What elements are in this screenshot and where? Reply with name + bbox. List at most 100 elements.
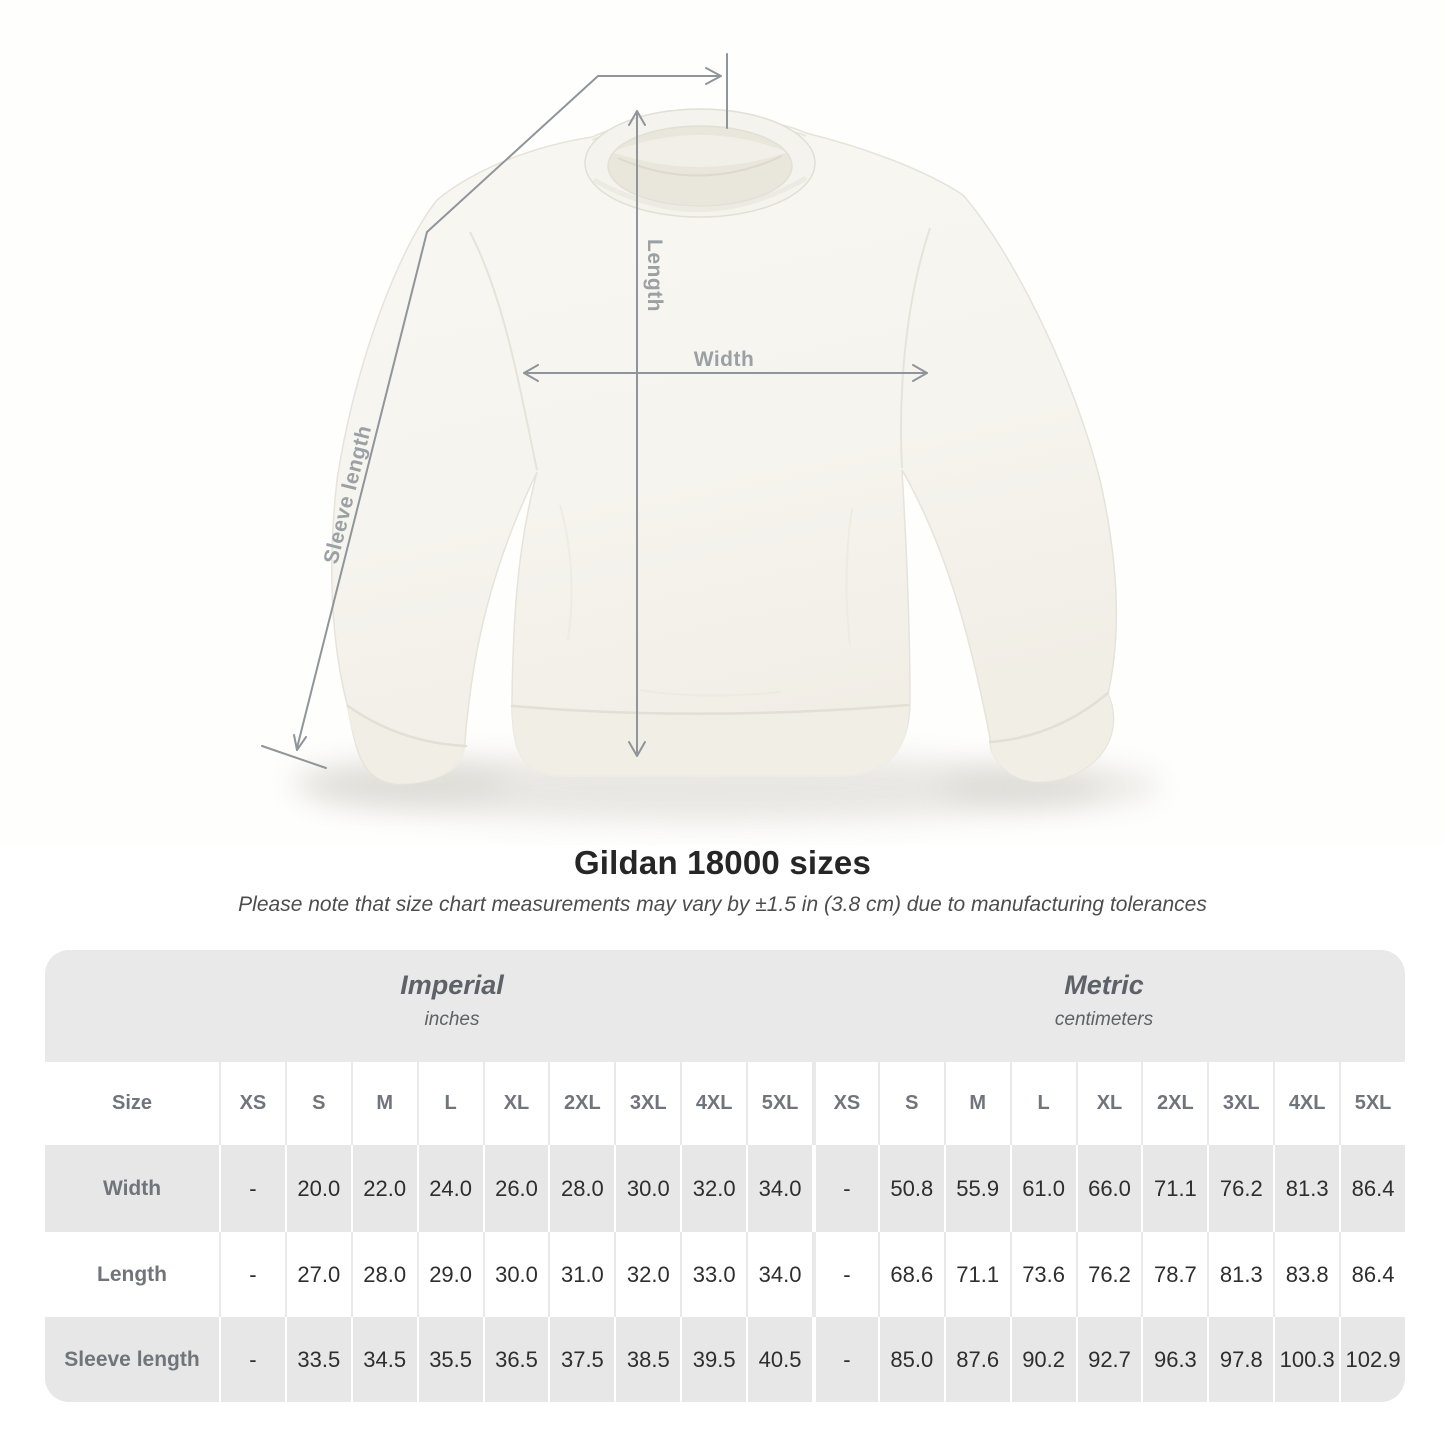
size-header-imperial-4xl: 4XL bbox=[680, 1062, 747, 1145]
length-arrowhead-bottom bbox=[628, 741, 646, 757]
metric-value: 81.3 bbox=[1207, 1232, 1274, 1317]
table-row-width: Width -20.0 22.0 24.0 26.0 28.0 30.0 32.0 34.0-5… bbox=[45, 1145, 1405, 1232]
measurement-annotations bbox=[261, 53, 928, 769]
size-header-imperial-s: S bbox=[284, 1062, 351, 1145]
metric-value: 87.6 bbox=[943, 1317, 1010, 1402]
metric-value: 102.9 bbox=[1339, 1317, 1405, 1402]
metric-value: 55.9 bbox=[943, 1145, 1010, 1232]
imperial-value: 30.0 bbox=[614, 1145, 681, 1232]
imperial-value: - bbox=[219, 1145, 285, 1232]
row-label: Width bbox=[45, 1145, 219, 1232]
metric-value: 85.0 bbox=[877, 1317, 944, 1402]
fabric-folds bbox=[559, 504, 853, 697]
ribbed-bands bbox=[346, 691, 1114, 785]
sweatshirt-illustration bbox=[331, 108, 1118, 785]
metric-value: 92.7 bbox=[1075, 1317, 1142, 1402]
imperial-value: 32.0 bbox=[680, 1145, 747, 1232]
size-chart-table: Imperial inches Metric centimeters Size X… bbox=[45, 950, 1405, 1402]
metric-value: 61.0 bbox=[1009, 1145, 1076, 1232]
size-header-imperial-m: M bbox=[350, 1062, 417, 1145]
imperial-value: 34.0 bbox=[746, 1145, 812, 1232]
metric-value: - bbox=[811, 1317, 878, 1402]
imperial-title: Imperial bbox=[400, 970, 504, 1000]
imperial-value: 33.5 bbox=[284, 1317, 351, 1402]
row-label: Length bbox=[45, 1232, 219, 1317]
metric-value: 66.0 bbox=[1075, 1145, 1142, 1232]
imperial-value: 35.5 bbox=[416, 1317, 483, 1402]
size-header-imperial-5xl: 5XL bbox=[746, 1062, 812, 1145]
table-body: Width -20.0 22.0 24.0 26.0 28.0 30.0 32.0 34.0-5… bbox=[45, 1145, 1405, 1402]
size-header-imperial-xl: XL bbox=[482, 1062, 549, 1145]
imperial-value: 32.0 bbox=[614, 1232, 681, 1317]
size-header-imperial-2xl: 2XL bbox=[548, 1062, 615, 1145]
sleeve-arrowhead bbox=[293, 734, 307, 751]
metric-value: 76.2 bbox=[1207, 1145, 1274, 1232]
imperial-value: 24.0 bbox=[416, 1145, 483, 1232]
size-header-metric-xl: XL bbox=[1075, 1062, 1142, 1145]
shoulder-leader-line bbox=[426, 75, 719, 233]
imperial-value: - bbox=[219, 1317, 285, 1402]
imperial-value: 38.5 bbox=[614, 1317, 681, 1402]
metric-value: 68.6 bbox=[877, 1232, 944, 1317]
width-arrowhead-left bbox=[523, 364, 539, 382]
imperial-value: 39.5 bbox=[680, 1317, 747, 1402]
sweatshirt-body bbox=[331, 116, 1118, 785]
size-header-metric-2xl: 2XL bbox=[1141, 1062, 1208, 1145]
metric-value: 73.6 bbox=[1009, 1232, 1076, 1317]
sweatshirt-measurement-diagram: Length Width Sleeve length bbox=[261, 53, 1160, 822]
imperial-value: 30.0 bbox=[482, 1232, 549, 1317]
imperial-value: 33.0 bbox=[680, 1232, 747, 1317]
size-header-imperial-3xl: 3XL bbox=[614, 1062, 681, 1145]
imperial-value: 26.0 bbox=[482, 1145, 549, 1232]
size-header-row: Size XS S M L XL 2XL 3XL 4XL 5XL XS S M L XL 2XL 3XL 4XL 5… bbox=[45, 1062, 1405, 1145]
metric-value: - bbox=[811, 1145, 878, 1232]
size-column-header: Size bbox=[45, 1062, 219, 1145]
size-header-metric-5xl: 5XL bbox=[1339, 1062, 1405, 1145]
imperial-value: 28.0 bbox=[350, 1232, 417, 1317]
sleeve-length-arrow bbox=[296, 231, 428, 749]
tolerance-note: Please note that size chart measurements… bbox=[238, 893, 1207, 916]
row-label: Sleeve length bbox=[45, 1317, 219, 1402]
imperial-value: 40.5 bbox=[746, 1317, 812, 1402]
size-header-metric-xs: XS bbox=[811, 1062, 878, 1145]
metric-value: 81.3 bbox=[1273, 1145, 1340, 1232]
imperial-value: 31.0 bbox=[548, 1232, 615, 1317]
size-header-metric-4xl: 4XL bbox=[1273, 1062, 1340, 1145]
metric-title: Metric bbox=[1064, 970, 1144, 1000]
imperial-value: - bbox=[219, 1232, 285, 1317]
metric-value: 76.2 bbox=[1075, 1232, 1142, 1317]
length-arrowhead-top bbox=[628, 110, 646, 126]
imperial-value: 37.5 bbox=[548, 1317, 615, 1402]
units-header-band: Imperial inches Metric centimeters bbox=[45, 950, 1405, 1062]
imperial-value: 29.0 bbox=[416, 1232, 483, 1317]
size-header-imperial-xs: XS bbox=[219, 1062, 285, 1145]
metric-value: 71.1 bbox=[943, 1232, 1010, 1317]
imperial-value: 34.5 bbox=[350, 1317, 417, 1402]
metric-section-header: Metric centimeters bbox=[1055, 970, 1153, 1031]
imperial-unit: inches bbox=[424, 1009, 480, 1030]
metric-unit: centimeters bbox=[1054, 1009, 1154, 1030]
size-header-metric-m: M bbox=[943, 1062, 1010, 1145]
leader-arrowhead bbox=[705, 67, 722, 85]
size-header-metric-3xl: 3XL bbox=[1207, 1062, 1274, 1145]
imperial-value: 28.0 bbox=[548, 1145, 615, 1232]
imperial-value: 36.5 bbox=[482, 1317, 549, 1402]
metric-value: 71.1 bbox=[1141, 1145, 1208, 1232]
metric-value: 100.3 bbox=[1273, 1317, 1340, 1402]
metric-value: 50.8 bbox=[877, 1145, 944, 1232]
metric-value: 86.4 bbox=[1339, 1232, 1405, 1317]
garment-shadow bbox=[290, 754, 1160, 822]
width-arrowhead-right bbox=[912, 364, 928, 382]
size-header-metric-l: L bbox=[1009, 1062, 1076, 1145]
size-header-imperial-l: L bbox=[416, 1062, 483, 1145]
imperial-section-header: Imperial inches bbox=[400, 970, 504, 1031]
page-title: Gildan 18000 sizes bbox=[573, 844, 872, 881]
length-label: Length bbox=[643, 239, 666, 312]
metric-value: 86.4 bbox=[1339, 1145, 1405, 1232]
cuff-tick bbox=[261, 745, 327, 769]
size-header-metric-s: S bbox=[877, 1062, 944, 1145]
imperial-value: 27.0 bbox=[284, 1232, 351, 1317]
collar bbox=[584, 108, 816, 218]
table-row-length: Length -27.0 28.0 29.0 30.0 31.0 32.0 33.0 34.0-… bbox=[45, 1232, 1405, 1317]
metric-value: 97.8 bbox=[1207, 1317, 1274, 1402]
